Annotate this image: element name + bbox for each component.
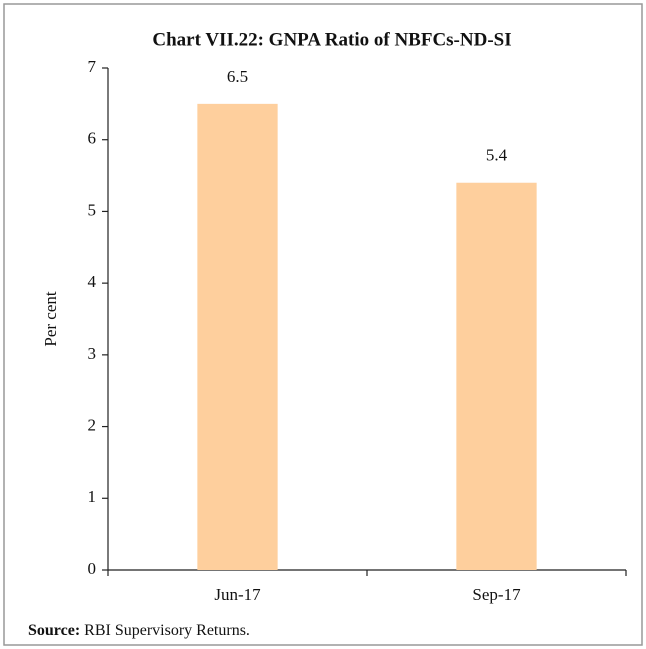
y-tick-label: 5	[88, 200, 97, 219]
y-tick-label: 3	[88, 344, 97, 363]
source: Source: RBI Supervisory Returns.	[28, 622, 250, 639]
data-label: 5.4	[486, 146, 508, 165]
x-tick-label: Sep-17	[472, 585, 521, 604]
y-axis-label: Per cent	[41, 291, 60, 347]
bar	[456, 182, 537, 570]
data-label: 6.5	[227, 67, 248, 86]
frame	[3, 3, 643, 646]
y-tick-label: 1	[88, 487, 97, 506]
y-tick-label: 2	[88, 415, 97, 434]
source-label: Source:	[28, 622, 80, 639]
chart-title: Chart VII.22: GNPA Ratio of NBFCs-ND-SI	[152, 29, 511, 50]
bar	[197, 103, 278, 570]
x-tick-label: Jun-17	[214, 585, 261, 604]
source-text: RBI Supervisory Returns.	[84, 622, 250, 639]
y-tick-label: 6	[88, 129, 97, 148]
y-tick-label: 4	[88, 272, 97, 291]
y-tick-label: 0	[88, 559, 97, 578]
y-tick-label: 7	[88, 57, 97, 76]
